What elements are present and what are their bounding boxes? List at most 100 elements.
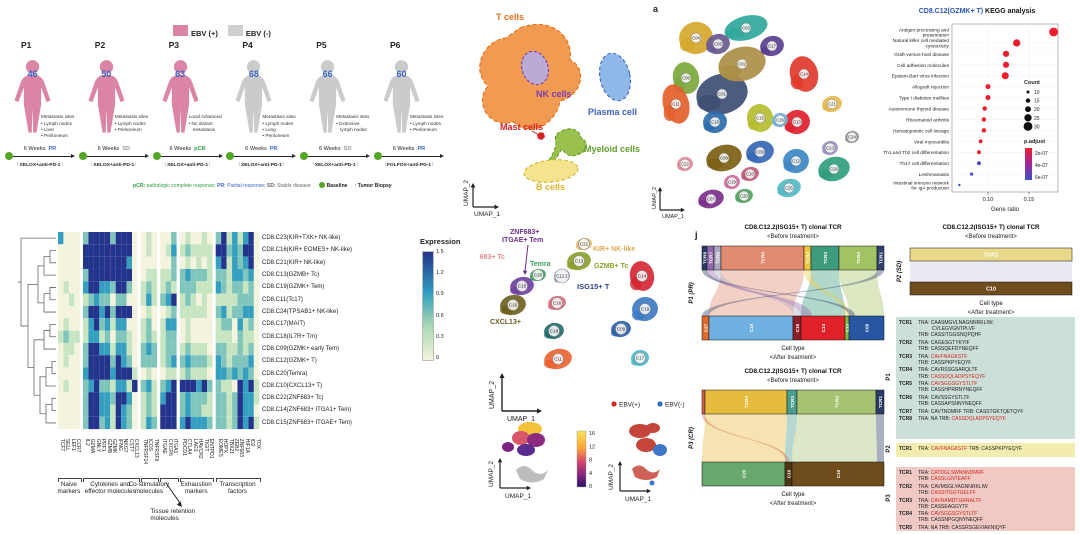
- tcr-row-id: TCR1: [899, 446, 913, 452]
- timeline-duration: 6 Weeks PR: [373, 146, 445, 152]
- heatmap-cell: [226, 392, 233, 405]
- heatmap-cell: [160, 318, 166, 331]
- group-label-line: Transcription: [219, 481, 256, 488]
- kegg-dot-3: [1002, 50, 1010, 57]
- heatmap-cell: [179, 281, 186, 294]
- heatmap-cell: [171, 330, 177, 343]
- heatmap-cell: [160, 232, 166, 245]
- person-head: [321, 60, 335, 74]
- sankey-p1-seg-label: C13: [845, 323, 850, 332]
- tcr-row-id: TCR5: [899, 381, 913, 388]
- tcr-table-side-label-P2: P2: [886, 445, 892, 453]
- kegg-pathway-label: Antigen processing and: [899, 27, 949, 33]
- heatmap-cell: [58, 367, 64, 380]
- group-label-line: Exhaustion: [180, 481, 212, 488]
- heatmap-cell: [93, 342, 100, 356]
- heatmap-cell: [215, 281, 222, 294]
- heatmap-cell: [226, 379, 233, 393]
- heatmap-cell: [140, 404, 147, 417]
- mast-blob: [537, 132, 545, 140]
- heatmap-row-label: CD8.C16(KIR+ EOMES+ NK-like): [262, 247, 353, 254]
- footnote-segment: Partial response;: [225, 183, 267, 189]
- regimen-label: XELOX+anti-PD-1: [240, 163, 282, 168]
- sankey-p1-seg-label: TCR7: [708, 252, 713, 264]
- tcr-sequence-line: TRA: CAASMGVLNAGNNRKLIW;: [918, 320, 1075, 326]
- baseline-label: Baseline: [326, 183, 348, 189]
- kegg-dot-9: [981, 117, 987, 122]
- myeloid-label: Myeloid cells: [584, 144, 640, 154]
- heatmap-row-label: CD8.C22(ZNF683+ Tc): [262, 395, 324, 402]
- cluster-label-C26: C26: [830, 167, 838, 172]
- sankey-p2-seg-label: TCR1: [984, 253, 998, 259]
- heatmap-cell: [201, 256, 208, 269]
- heatmap-cell: [151, 342, 158, 356]
- heatmap-cell: [121, 305, 127, 319]
- heatmap-cell: [242, 293, 249, 306]
- heatmap-cell: [88, 416, 94, 430]
- regimen-label: XELOX+anti-PD-1: [314, 163, 356, 168]
- heatmap-cell: [146, 355, 152, 368]
- heatmap-cell: [196, 318, 202, 331]
- feature-tick: 0: [589, 484, 592, 490]
- cluster-label-C19: C19: [728, 180, 736, 185]
- heatmap-cell: [207, 244, 213, 257]
- kegg-dotplot: CD8.C12(GZMK+ T) KEGG analysis 0.10 0.15 Ge…: [883, 8, 1059, 213]
- heatmap-cell: [151, 281, 158, 294]
- heatmap-cell: [99, 244, 105, 257]
- heatmap-cell: [74, 305, 80, 319]
- heatmap-cell: [179, 256, 186, 269]
- heatmap-cell: [221, 367, 227, 380]
- heatmap-cell: [179, 342, 186, 356]
- heatmap-cell: [140, 318, 147, 331]
- cluster-yaxis-label: UMAP_2: [652, 187, 658, 209]
- cluster-label-C25: C25: [785, 186, 793, 191]
- heatmap-cell: [58, 268, 64, 282]
- heatmap-cell: [248, 293, 254, 306]
- heatmap-cell: [121, 318, 127, 331]
- heatmap-row-label: CD8.C13(GZMB+ Tc): [262, 271, 320, 278]
- heatmap-cell: [242, 379, 249, 393]
- heatmap-cell: [253, 416, 260, 430]
- sites-header: Metastasis sites: [41, 114, 75, 119]
- heatmap-cell: [237, 342, 243, 356]
- tcr-table-P3: TCR1 TRA: CATDGLSWNNNDMRF TRB: CASSLGNTEAF…: [896, 467, 1075, 531]
- sankey-p3-seg-label: TCR2: [834, 396, 839, 408]
- timeline-duration: 6 Weeks PR: [4, 146, 76, 152]
- heatmap-cell: [201, 268, 208, 282]
- cluster-label-circle: [766, 40, 778, 52]
- tcr-seq-segment: CATDGLSWNNNDMRF: [930, 470, 985, 476]
- heatmap-cell: [74, 404, 80, 417]
- heatmap-row-label: CD8.C11(Tc17): [262, 296, 303, 303]
- tcr-table-side-label-P3: P3: [886, 494, 892, 502]
- heatmap-cell: [74, 367, 80, 380]
- heatmap-gene-label: CTLA4: [185, 438, 192, 454]
- patient-sites: Metastasis sites Lymph nodesPeritoneum: [410, 114, 447, 133]
- group-label-line: Naive: [60, 481, 77, 488]
- cluster-label-C23: C23: [826, 146, 834, 151]
- heatmap-cell: [160, 404, 166, 417]
- heatmap-cell: [248, 330, 254, 343]
- sankey-p3-patient-label: P3 (CR): [689, 427, 695, 449]
- heatmap-cell: [237, 318, 243, 331]
- dendrogram-branch: [51, 397, 56, 412]
- sankey-p2-seg-C10: [909, 281, 1073, 296]
- cluster-label-circle: [790, 155, 802, 167]
- sankey-p1-seg-label: TCR4: [805, 252, 810, 264]
- heatmap-cell: [110, 342, 116, 356]
- heatmap-cell: [185, 379, 191, 393]
- patient-timeline: 6 Weeks SD ↑XELOX+anti-PD-1↑: [78, 146, 150, 168]
- person-body: [162, 74, 199, 133]
- biopsy-arrow-icon: ↑: [311, 161, 315, 168]
- site-item: Peritoneum: [115, 127, 152, 133]
- heatmap-cell: [179, 305, 186, 319]
- cd8-label-circle: [578, 238, 590, 250]
- person-head: [99, 60, 113, 74]
- heatmap-cell: [151, 392, 158, 405]
- heatmap-cell: [190, 342, 197, 356]
- sites-header: Metastasis sites: [114, 114, 149, 119]
- tcr-sequence-line: TRB: CASSAPSNNYNEQFF: [918, 401, 1075, 407]
- heatmap-cell: [99, 330, 105, 343]
- cluster-umap-panel: a C01 C02 C03 C04 C05 C06 C07 C08 C09 C10 C11 C12 C1…: [648, 0, 876, 222]
- site-item: No distant metastasis: [189, 121, 226, 133]
- heatmap-cell: [151, 330, 158, 343]
